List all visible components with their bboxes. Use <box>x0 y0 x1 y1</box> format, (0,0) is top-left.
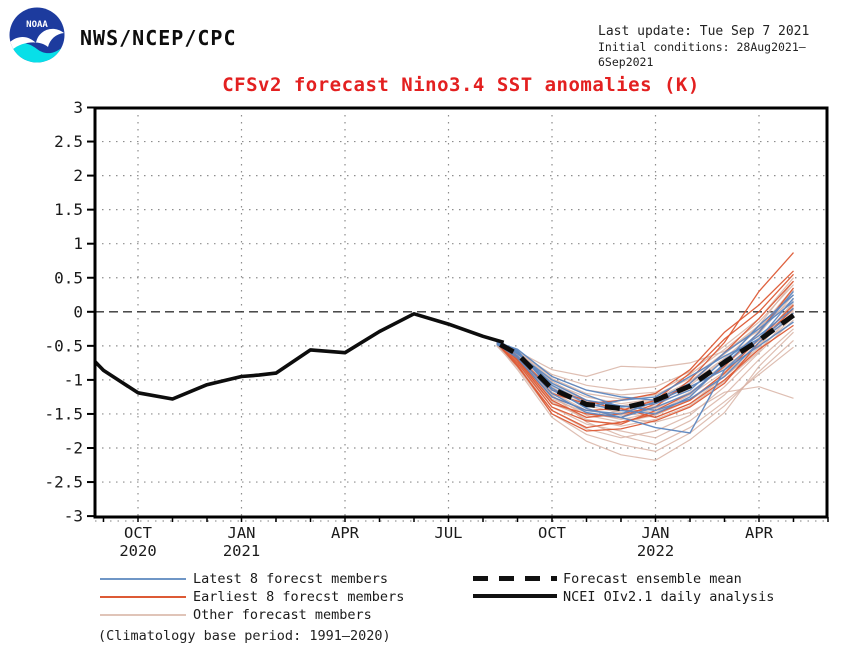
svg-text:-1: -1 <box>64 370 83 389</box>
legend-label-analysis: NCEI OIv2.1 daily analysis <box>563 589 775 605</box>
svg-text:-0.5: -0.5 <box>44 336 83 355</box>
org-title: NWS/NCEP/CPC <box>80 26 237 50</box>
svg-text:2: 2 <box>73 166 83 185</box>
legend-line-other <box>100 614 186 616</box>
legend-line-analysis <box>473 594 557 598</box>
initial-conditions-text: Initial conditions: 28Aug2021–6Sep2021 <box>598 40 806 69</box>
svg-text:-2: -2 <box>64 439 83 458</box>
legend-line-ensemble-mean <box>473 576 557 581</box>
climatology-note: (Climatology base period: 1991–2020) <box>98 628 391 644</box>
svg-text:OCT: OCT <box>538 524 566 542</box>
svg-text:1: 1 <box>73 234 83 253</box>
svg-text:OCT: OCT <box>124 524 152 542</box>
svg-text:0.5: 0.5 <box>54 268 83 287</box>
svg-text:APR: APR <box>745 524 774 542</box>
svg-text:JAN: JAN <box>228 524 256 542</box>
legend-label-ensemble-mean: Forecast ensemble mean <box>563 571 742 587</box>
legend-label-latest: Latest 8 forecst members <box>193 571 389 587</box>
legend-line-latest <box>100 578 186 580</box>
svg-text:JUL: JUL <box>435 524 463 542</box>
legend-label-earliest: Earliest 8 forecst members <box>193 589 405 605</box>
svg-text:1.5: 1.5 <box>54 200 83 219</box>
svg-text:-2.5: -2.5 <box>44 473 83 492</box>
noaa-logo-icon: NOAA <box>8 6 66 64</box>
svg-text:JAN: JAN <box>642 524 670 542</box>
svg-text:3: 3 <box>73 100 83 117</box>
last-update-text: Last update: Tue Sep 7 2021 <box>598 24 810 39</box>
chart-title: CFSv2 forecast Nino3.4 SST anomalies (K) <box>222 74 700 96</box>
legend-label-other: Other forecast members <box>193 607 372 623</box>
svg-text:2022: 2022 <box>637 542 674 560</box>
svg-text:-1.5: -1.5 <box>44 404 83 423</box>
svg-text:2021: 2021 <box>223 542 260 560</box>
legend-line-earliest <box>100 596 186 598</box>
svg-text:2.5: 2.5 <box>54 132 83 151</box>
svg-text:0: 0 <box>73 302 83 321</box>
update-block: Last update: Tue Sep 7 2021 Initial cond… <box>598 24 850 69</box>
svg-text:NOAA: NOAA <box>26 20 48 30</box>
svg-text:APR: APR <box>331 524 360 542</box>
forecast-chart: 32.521.510.50-0.5-1-1.5-2-2.5-3OCT2020JA… <box>44 100 829 560</box>
svg-text:2020: 2020 <box>119 542 156 560</box>
svg-text:-3: -3 <box>64 507 83 526</box>
